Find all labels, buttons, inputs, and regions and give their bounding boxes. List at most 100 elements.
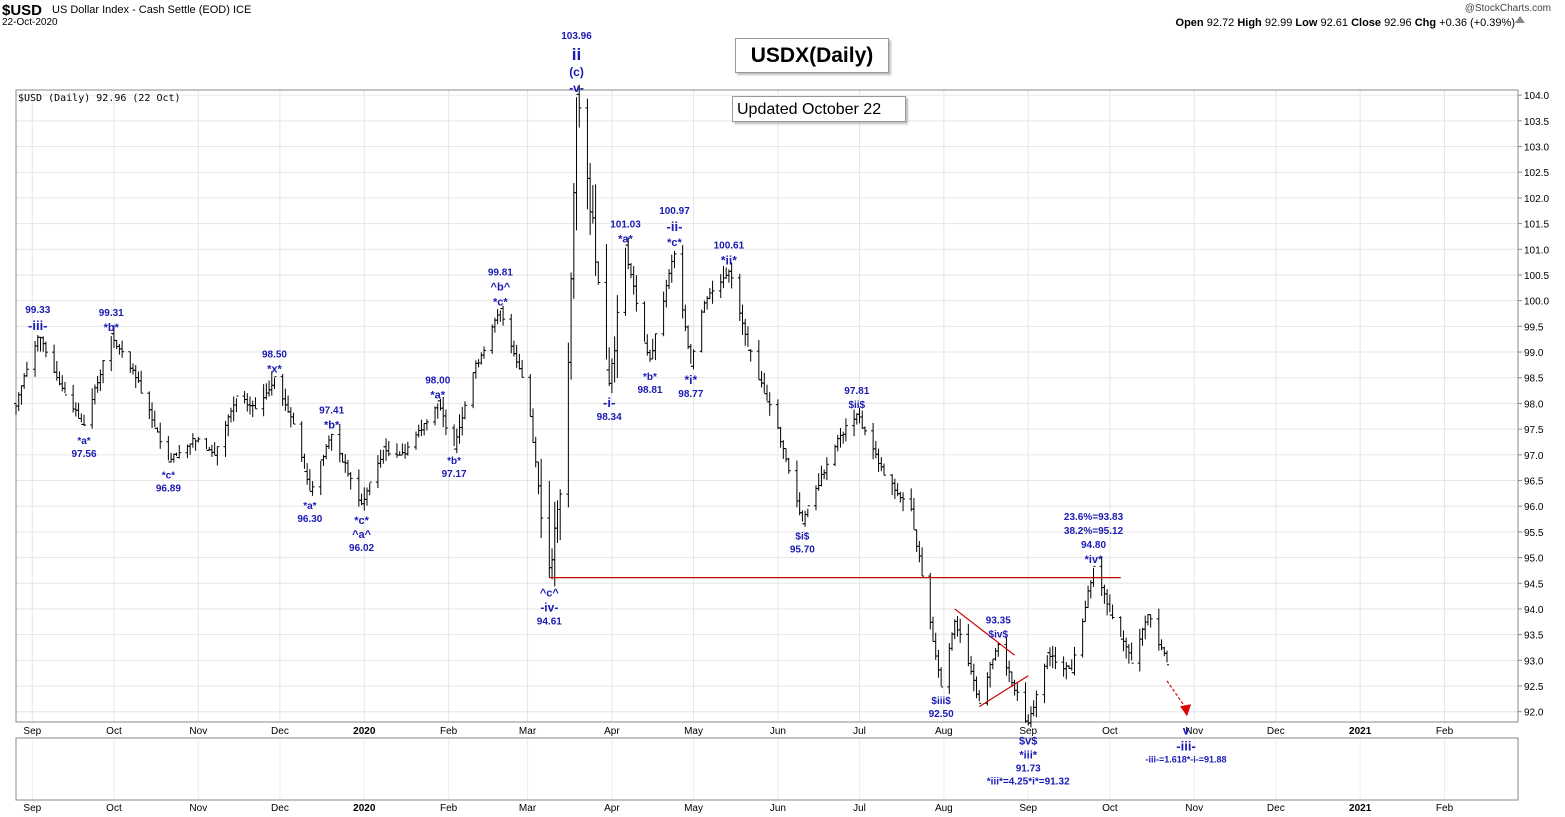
y-tick-label: 94.0 — [1524, 605, 1544, 616]
wave-label-line: 99.31 — [99, 308, 124, 319]
wave-label-line: *c* — [667, 237, 682, 249]
wave-label: *b* 97.41 — [319, 406, 344, 432]
x-tick-label-lower: 2021 — [1349, 803, 1372, 814]
x-tick-label-lower: Dec — [1267, 803, 1285, 814]
wave-label-line: 98.34 — [597, 412, 622, 423]
wave-label: $iv$ 93.35 — [986, 615, 1011, 640]
wave-label-line: 99.81 — [488, 267, 513, 278]
y-tick-label: 92.0 — [1524, 708, 1544, 719]
x-tick-label-lower: Oct — [106, 803, 122, 814]
lower-panel-frame — [15, 737, 1519, 801]
y-tick-label: 99.0 — [1524, 348, 1544, 359]
wave-label-line: 100.97 — [659, 206, 690, 217]
wave-label: *b* 98.81 — [637, 372, 662, 396]
wave-label: *x* 98.50 — [262, 350, 287, 376]
low-label: Low — [1295, 17, 1318, 29]
high-value: 92.99 — [1264, 17, 1293, 29]
wave-label-line: 96.02 — [349, 543, 374, 554]
wave-label: $v$ *iii* 91.73 *iii*=4.25*i*=91.32 — [987, 736, 1070, 788]
x-tick-label: Feb — [1436, 726, 1454, 737]
wave-label-line: *a* — [303, 501, 316, 512]
x-tick-label: Nov — [189, 726, 207, 737]
x-tick-label-lower: Oct — [1102, 803, 1118, 814]
x-tick-label: Feb — [440, 726, 458, 737]
projection-line — [1166, 680, 1187, 709]
wave-label-line: 98.77 — [678, 389, 703, 400]
scroll-up-icon[interactable] — [1515, 16, 1525, 23]
wave-label: *a* 98.00 — [425, 375, 450, 401]
wave-label-line: *i* — [684, 373, 697, 387]
wave-label-line: $iv$ — [989, 629, 1009, 640]
wave-label-line: *a* — [430, 389, 445, 401]
y-tick-label: 100.5 — [1524, 271, 1549, 282]
ohlc-bars — [14, 84, 1169, 728]
wave-label-line: 100.61 — [714, 240, 745, 251]
wave-label-line: ^c^ — [540, 588, 560, 600]
wave-label-line: 97.41 — [319, 406, 344, 417]
wave-label-line: *c* — [162, 470, 175, 481]
wave-label-line: *b* — [324, 420, 340, 432]
wave-label-line: 38.2%=95.12 — [1064, 526, 1124, 537]
x-tick-label-lower: Feb — [1436, 803, 1454, 814]
y-tick-label: 103.0 — [1524, 143, 1549, 154]
y-tick-label: 102.0 — [1524, 194, 1549, 205]
wave-label-line: 98.50 — [262, 350, 287, 361]
updated-box: Updated October 22 — [732, 96, 906, 122]
y-tick-label: 94.5 — [1524, 579, 1544, 590]
y-tick-label: 103.5 — [1524, 117, 1549, 128]
wave-label-line: 96.30 — [297, 514, 322, 525]
x-tick-label-lower: Sep — [1019, 803, 1037, 814]
wave-label: *a* 97.56 — [72, 436, 97, 460]
series-legend: $USD (Daily) 92.96 (22 Oct) — [18, 93, 181, 104]
wave-label: -i- 98.34 — [597, 395, 622, 423]
wedge-line — [978, 675, 1029, 708]
x-tick-label: Sep — [23, 726, 41, 737]
wave-label: $i$ 95.70 — [790, 532, 815, 556]
x-tick-label: 2021 — [1349, 726, 1372, 737]
x-tick-label: Dec — [1267, 726, 1285, 737]
wave-label-line: (c) — [569, 65, 584, 79]
wave-label-line: *a* — [77, 436, 90, 447]
close-value: 92.96 — [1384, 17, 1412, 29]
x-tick-label-lower: Jun — [770, 803, 786, 814]
x-tick-label-lower: Mar — [519, 803, 537, 814]
x-tick-label: Aug — [935, 726, 953, 737]
trend-lines — [549, 577, 1192, 717]
wave-label-line: 101.03 — [610, 220, 641, 231]
wave-label-line: -iv- — [540, 601, 558, 615]
x-tick-label: Jun — [770, 726, 786, 737]
wave-label-line: -iii- — [28, 318, 48, 333]
chg-value: +0.36 (+0.39%) — [1439, 17, 1515, 29]
wave-label-line: 98.00 — [425, 375, 450, 386]
y-tick-label: 97.0 — [1524, 451, 1544, 462]
wave-label-line: 95.70 — [790, 545, 815, 556]
wave-label-line: *iii* — [1019, 750, 1037, 762]
wave-label-line: -iii-=1.618*-i-=91.88 — [1146, 754, 1227, 764]
y-tick-label: 98.0 — [1524, 399, 1544, 410]
y-tick-label: 101.0 — [1524, 245, 1549, 256]
wave-label: *c* 96.89 — [156, 470, 181, 494]
wave-label-line: 103.96 — [561, 31, 592, 42]
wave-label-line: 97.17 — [442, 469, 467, 480]
wave-label: *a* 101.03 — [610, 220, 641, 246]
x-tick-label-lower: May — [684, 803, 703, 814]
wave-label: *c* ^b^ 99.81 — [488, 267, 513, 308]
brand-label: @StockCharts.com — [1464, 3, 1551, 14]
wave-label-line: *b* — [643, 372, 657, 383]
wave-label-line: v — [1183, 723, 1190, 737]
wave-label-line: ^a^ — [352, 529, 372, 541]
wave-label-line: -ii- — [667, 219, 683, 234]
open-label: Open — [1175, 17, 1204, 29]
y-tick-label: 102.5 — [1524, 168, 1549, 179]
wave-label-line: 93.35 — [986, 615, 1011, 626]
wave-label-line: 92.50 — [929, 709, 954, 720]
wave-label-line: 99.33 — [25, 305, 50, 316]
wave-label: *b* 99.31 — [99, 308, 124, 334]
wave-label: -v- (c)ii 103.96 — [561, 31, 592, 95]
wave-label-line: ii — [572, 45, 581, 64]
high-label: High — [1237, 17, 1262, 29]
low-value: 92.61 — [1320, 17, 1349, 29]
symbol-label: $USD — [2, 2, 43, 19]
wave-label: $ii$ 97.81 — [844, 386, 869, 411]
